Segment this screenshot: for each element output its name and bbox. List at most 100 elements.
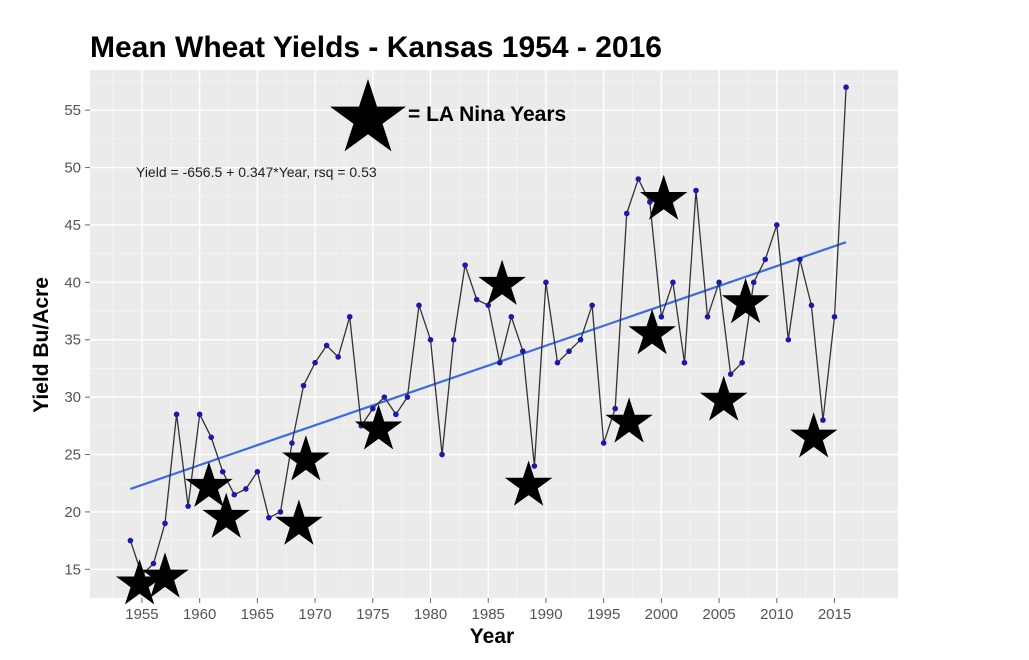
data-point [473, 296, 480, 303]
data-point [208, 434, 214, 441]
y-tick-label: 30 [64, 389, 81, 406]
x-axis-title: Year [470, 625, 514, 648]
data-point [127, 537, 134, 544]
x-tick-label: 2000 [645, 606, 678, 623]
la-nina-stars [115, 174, 838, 605]
data-point [577, 336, 584, 343]
data-point [219, 468, 226, 475]
la-nina-star-icon [699, 375, 748, 421]
data-points [127, 84, 849, 578]
data-point [277, 509, 284, 515]
data-point [681, 359, 688, 366]
data-point [150, 560, 157, 567]
x-tick-label: 1990 [529, 606, 562, 623]
data-point [797, 256, 803, 263]
x-tick-label: 2015 [818, 606, 851, 623]
y-tick-label: 25 [64, 447, 81, 464]
data-point [162, 520, 168, 527]
data-point [762, 256, 769, 263]
data-point [485, 302, 492, 309]
x-tick-label: 2010 [760, 606, 793, 623]
data-point [727, 371, 734, 377]
x-tick-label: 1980 [414, 606, 447, 623]
x-tick-label: 1960 [183, 606, 216, 623]
data-point [589, 302, 595, 309]
la-nina-star-icon [185, 461, 233, 507]
data-point [185, 503, 191, 509]
x-tick-label: 1985 [472, 606, 505, 623]
data-point [266, 514, 272, 521]
la-nina-star-icon [605, 397, 653, 443]
data-point [612, 405, 618, 412]
data-point [843, 84, 849, 91]
data-point [346, 313, 353, 320]
y-tick-label: 35 [64, 332, 81, 349]
data-point [312, 359, 318, 366]
legend-label: = LA Nina Years [408, 103, 566, 126]
data-point [335, 354, 341, 360]
la-nina-star-icon [628, 309, 676, 355]
chart-title: Mean Wheat Yields - Kansas 1954 - 2016 [90, 31, 662, 64]
data-point [300, 382, 307, 389]
data-point [508, 313, 515, 320]
trend-line [130, 241, 847, 490]
y-tick-label: 50 [64, 160, 81, 177]
x-tick-label: 1995 [587, 606, 620, 623]
x-tick-label: 2005 [702, 606, 735, 623]
legend: = LA Nina Years [330, 79, 566, 152]
x-tick-label: 1975 [356, 606, 389, 623]
data-point [427, 336, 434, 343]
data-point [520, 348, 526, 355]
la-nina-star-icon [275, 499, 323, 545]
data-point [231, 491, 238, 498]
grid-major [90, 70, 898, 598]
data-point [600, 440, 607, 446]
data-point [831, 313, 838, 320]
y-tick-label: 20 [64, 504, 81, 521]
data-point [647, 199, 653, 205]
la-nina-star-icon [354, 404, 403, 450]
la-nina-star-icon [504, 460, 553, 506]
la-nina-star-icon [282, 435, 330, 481]
data-point [393, 411, 399, 418]
data-point [323, 342, 330, 349]
la-nina-star-icon [639, 174, 688, 220]
data-point [462, 262, 468, 268]
data-point [404, 394, 411, 400]
data-point [254, 468, 261, 475]
la-nina-star-icon [478, 259, 526, 305]
data-point [785, 336, 792, 343]
data-point [196, 411, 203, 418]
y-tick-label: 40 [64, 274, 81, 291]
y-tick-label: 15 [64, 561, 81, 578]
data-point [808, 302, 815, 309]
data-point [623, 210, 630, 217]
la-nina-star-icon [141, 552, 189, 598]
data-point [450, 336, 457, 343]
data-point [566, 348, 572, 355]
data-point [820, 417, 826, 423]
data-point [658, 313, 665, 320]
data-point [496, 359, 503, 366]
data-point [416, 302, 422, 309]
data-point [704, 313, 711, 320]
data-point [243, 486, 249, 492]
y-tick-label: 45 [64, 217, 81, 234]
y-tick-label: 55 [64, 102, 81, 119]
y-axis-title: Yield Bu/Acre [30, 277, 53, 413]
data-point [739, 359, 745, 366]
la-nina-star-icon [202, 492, 250, 538]
data-point [289, 440, 295, 446]
regression-equation: Yield = -656.5 + 0.347*Year, rsq = 0.53 [136, 164, 377, 180]
la-nina-star-icon [721, 278, 770, 324]
data-point [670, 279, 676, 286]
data-point [554, 359, 561, 366]
x-tick-label: 1955 [125, 606, 158, 623]
data-point [635, 176, 642, 182]
data-point [173, 411, 180, 418]
data-point [543, 279, 549, 286]
la-nina-star-icon [115, 559, 164, 605]
la-nina-star-icon [790, 412, 838, 458]
data-point [693, 187, 699, 194]
